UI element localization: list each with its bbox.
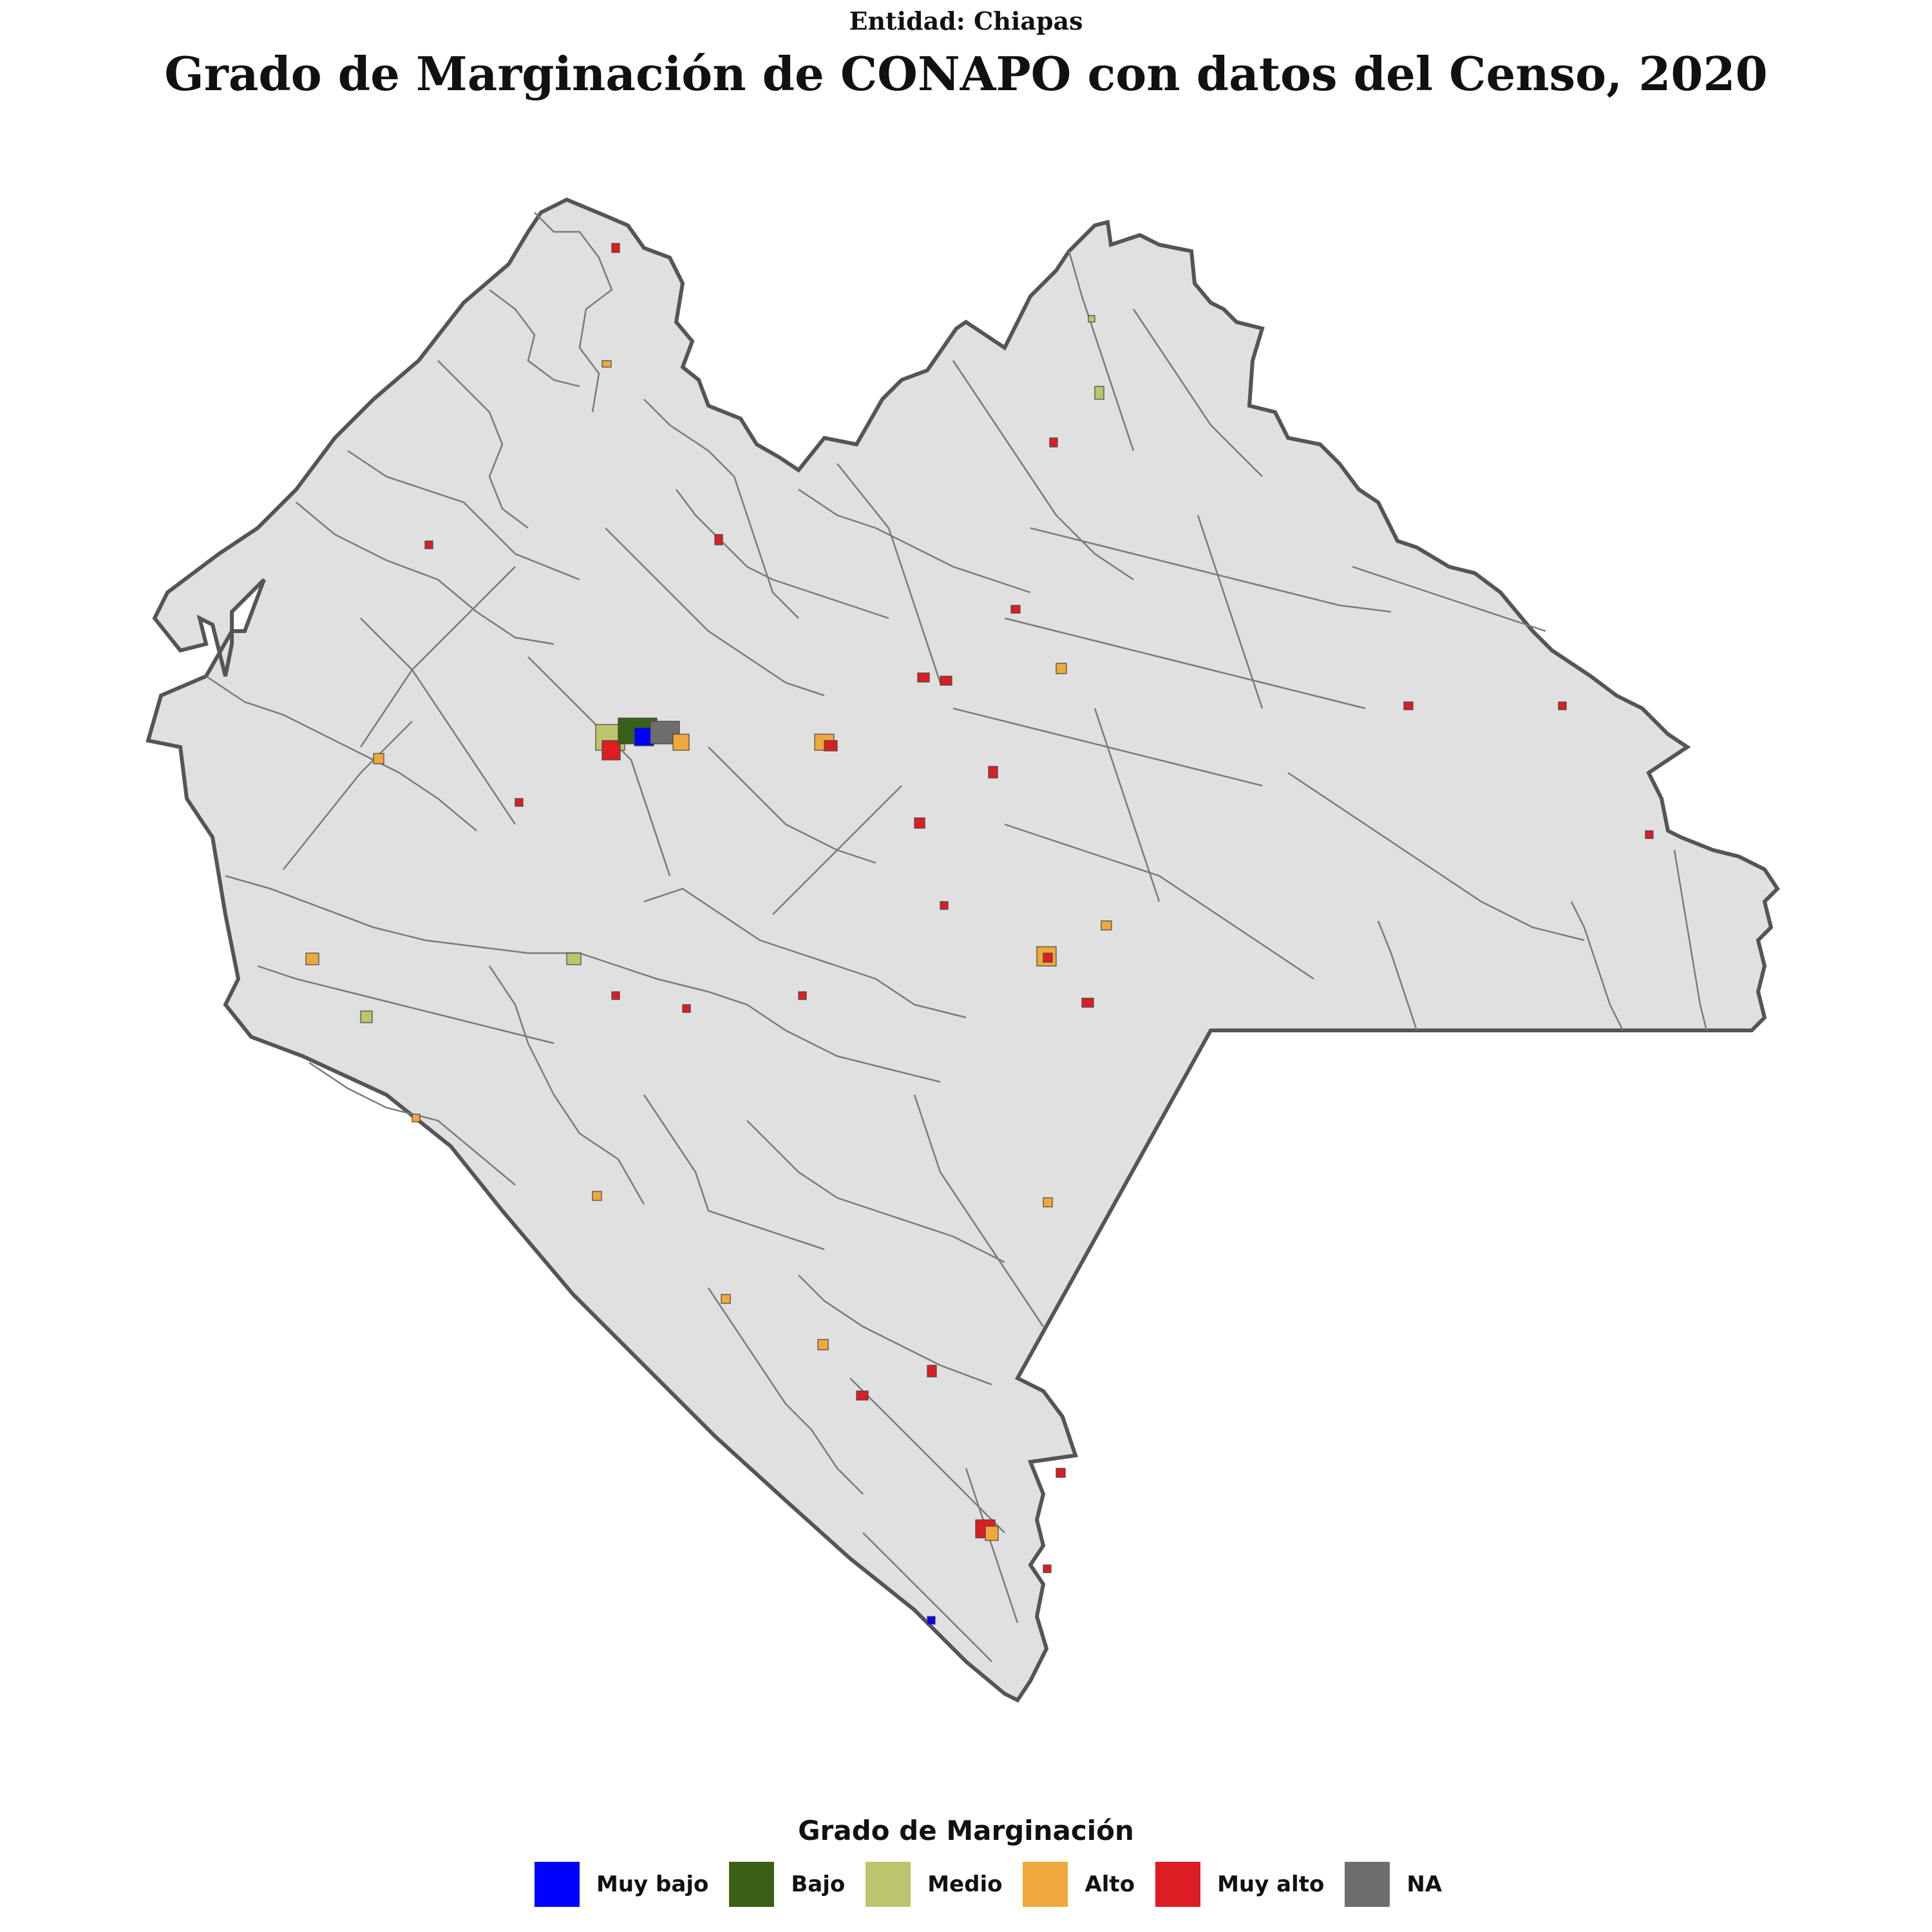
legend-label-alto: Alto [1084, 1871, 1135, 1897]
legend-label-muy-alto: Muy alto [1217, 1871, 1325, 1897]
municipal-borders [205, 212, 1708, 1662]
legend-item-bajo: Bajo [729, 1862, 845, 1907]
legend-swatch-alto [1023, 1862, 1068, 1907]
legend-item-na: NA [1345, 1862, 1442, 1907]
legend-title: Grado de Marginación [798, 1815, 1134, 1846]
map-subtitle: Entidad: Chiapas [849, 6, 1083, 35]
map-title: Grado de Marginación de CONAPO con datos… [164, 46, 1768, 101]
legend-label-na: NA [1406, 1871, 1443, 1897]
state-outline [146, 197, 1780, 1703]
legend: Muy bajo Bajo Medio Alto Muy alto NA [535, 1860, 1463, 1909]
legend-item-muy-bajo: Muy bajo [535, 1862, 708, 1907]
locality-patches [305, 243, 1654, 1625]
legend-swatch-bajo [729, 1862, 775, 1907]
legend-swatch-muy-alto [1155, 1862, 1201, 1907]
legend-swatch-na [1345, 1862, 1390, 1907]
legend-item-muy-alto: Muy alto [1155, 1862, 1324, 1907]
legend-label-medio: Medio [927, 1871, 1003, 1897]
legend-label-bajo: Bajo [791, 1871, 846, 1897]
legend-item-medio: Medio [866, 1862, 1002, 1907]
legend-label-muy-bajo: Muy bajo [596, 1871, 709, 1897]
legend-swatch-muy-bajo [535, 1862, 580, 1907]
legend-item-alto: Alto [1023, 1862, 1135, 1907]
legend-swatch-medio [866, 1862, 911, 1907]
